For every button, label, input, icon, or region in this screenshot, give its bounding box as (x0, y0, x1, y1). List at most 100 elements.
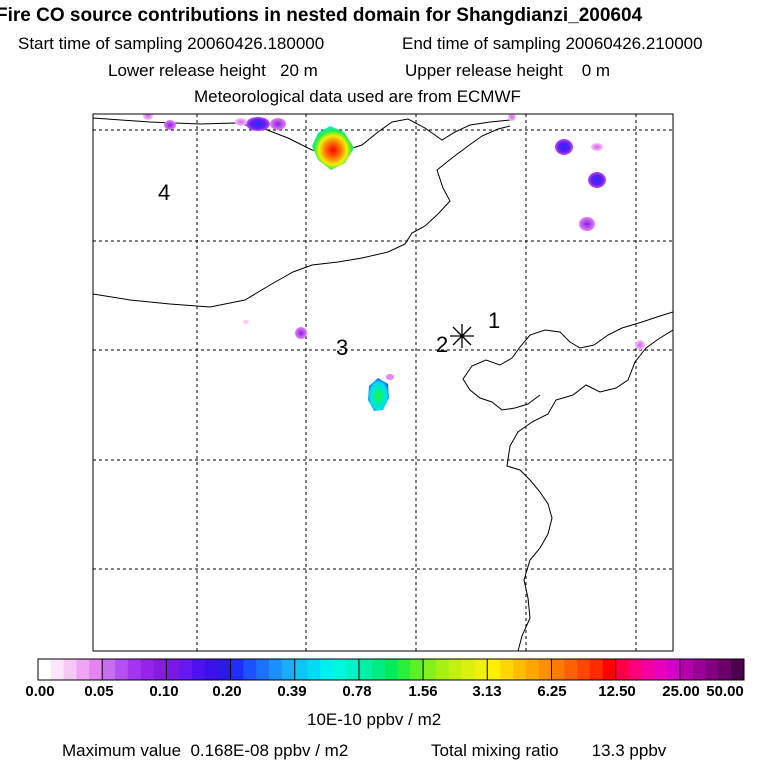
colorbar-tick-label: 25.00 (662, 683, 700, 700)
end-time-label: End time of sampling 20060426.210000 (402, 34, 703, 53)
colorbar-cell (153, 659, 167, 680)
colorbar-cell (243, 659, 257, 680)
colorbar-unit-label: 10E-10 ppbv / m2 (307, 710, 442, 729)
colorbar-cell (294, 659, 308, 680)
northeast-blobs (508, 114, 606, 231)
colorbar (37, 658, 745, 681)
colorbar-cell (204, 659, 219, 680)
upper-release-label: Upper release height 0 m (405, 61, 611, 80)
colorbar-tick-label: 0.00 (25, 683, 55, 700)
colorbar-cell (602, 659, 616, 680)
met-data-label: Meteorological data used are from ECMWF (194, 87, 521, 106)
page-title: Fire CO source contributions in nested d… (0, 5, 643, 26)
blob-ne-4 (579, 217, 595, 231)
colorbar-cell (89, 659, 103, 680)
blob-nw-2 (270, 118, 286, 130)
central-blob-spot (386, 374, 394, 380)
colorbar-cell (281, 659, 296, 680)
blob-nw-5 (143, 114, 153, 120)
station-label-4: 4 (158, 180, 170, 205)
colorbar-cell (577, 659, 591, 680)
colorbar-cell (666, 659, 681, 680)
colorbar-cell (731, 659, 745, 680)
colorbar-cell (423, 659, 437, 680)
blob-ne-5 (508, 114, 516, 121)
colorbar-cell (718, 659, 732, 680)
source-blob-north (312, 126, 354, 170)
blob-west (295, 327, 307, 339)
colorbar-cell (346, 659, 360, 680)
colorbar-cell (705, 659, 719, 680)
colorbar-cell (127, 659, 141, 680)
colorbar-cell (256, 659, 270, 680)
coastline-north (93, 114, 515, 153)
colorbar-cell (615, 659, 629, 680)
colorbar-cell (474, 659, 488, 680)
colorbar-cell (538, 659, 552, 680)
colorbar-cell (641, 659, 655, 680)
blob-ne-3 (588, 172, 606, 188)
colorbar-cell (230, 659, 244, 680)
max-value-label: Maximum value 0.168E-08 ppbv / m2 (62, 741, 349, 760)
colorbar-cell (371, 659, 385, 680)
colorbar-cell (654, 659, 668, 680)
source-blob-central (368, 374, 394, 411)
colorbar-cell (192, 659, 206, 680)
coastline-south (506, 329, 673, 651)
colorbar-cell (628, 659, 642, 680)
colorbar-cell (166, 659, 180, 680)
colorbar-tick-label: 0.78 (342, 683, 372, 700)
colorbar-cell (564, 659, 578, 680)
lower-release-label: Lower release height 20 m (108, 61, 318, 80)
colorbar-tick-label: 50.00 (706, 683, 744, 700)
blob-nw-1 (246, 117, 270, 131)
station-label-3: 3 (336, 335, 348, 360)
colorbar-cell (179, 659, 193, 680)
concentration-blobs (143, 114, 645, 411)
coastline-mid (93, 125, 511, 308)
colorbar-cell (217, 659, 231, 680)
colorbar-cell (320, 659, 334, 680)
colorbar-cell (140, 659, 154, 680)
colorbar-cell (50, 659, 64, 680)
colorbar-cell (679, 659, 693, 680)
coastline-cape (462, 378, 541, 411)
colorbar-cell (410, 659, 424, 680)
blob-east (635, 340, 645, 350)
blob-faint (243, 320, 249, 324)
colorbar-cell (102, 659, 116, 680)
colorbar-cell (384, 659, 398, 680)
northwest-blobs (143, 114, 286, 131)
colorbar-cell (500, 659, 514, 680)
coastline-east (462, 311, 673, 380)
colorbar-cell (448, 659, 462, 680)
colorbar-cell (692, 659, 706, 680)
colorbar-tick-label: 0.39 (277, 683, 307, 700)
total-mixing-ratio-label: Total mixing ratio 13.3 ppbv (431, 741, 667, 760)
colorbar-tick-label: 6.25 (537, 683, 567, 700)
central-blob-outer (368, 378, 389, 411)
colorbar-tick-label: 0.05 (84, 683, 114, 700)
station-label-1: 1 (488, 308, 500, 333)
blob-nw-3 (235, 118, 247, 126)
start-time-label: Start time of sampling 20060426.180000 (18, 34, 325, 53)
station-marker (450, 324, 474, 348)
colorbar-tick-label: 1.56 (408, 683, 438, 700)
colorbar-cell (269, 659, 283, 680)
grid-lines (93, 114, 673, 651)
colorbar-tick-label: 0.10 (149, 683, 179, 700)
colorbar-cell (307, 659, 321, 680)
map-frame (92, 113, 674, 652)
colorbar-cell (397, 659, 411, 680)
colorbar-tick-label: 0.20 (212, 683, 242, 700)
colorbar-cell (461, 659, 475, 680)
colorbar-tick-label: 3.13 (472, 683, 502, 700)
colorbar-cell (551, 659, 565, 680)
colorbar-cell (38, 659, 52, 680)
colorbar-cell (487, 659, 501, 680)
colorbar-cell (358, 659, 373, 680)
colorbar-cell (525, 659, 539, 680)
colorbar-cell (435, 659, 450, 680)
coastlines (93, 114, 673, 651)
